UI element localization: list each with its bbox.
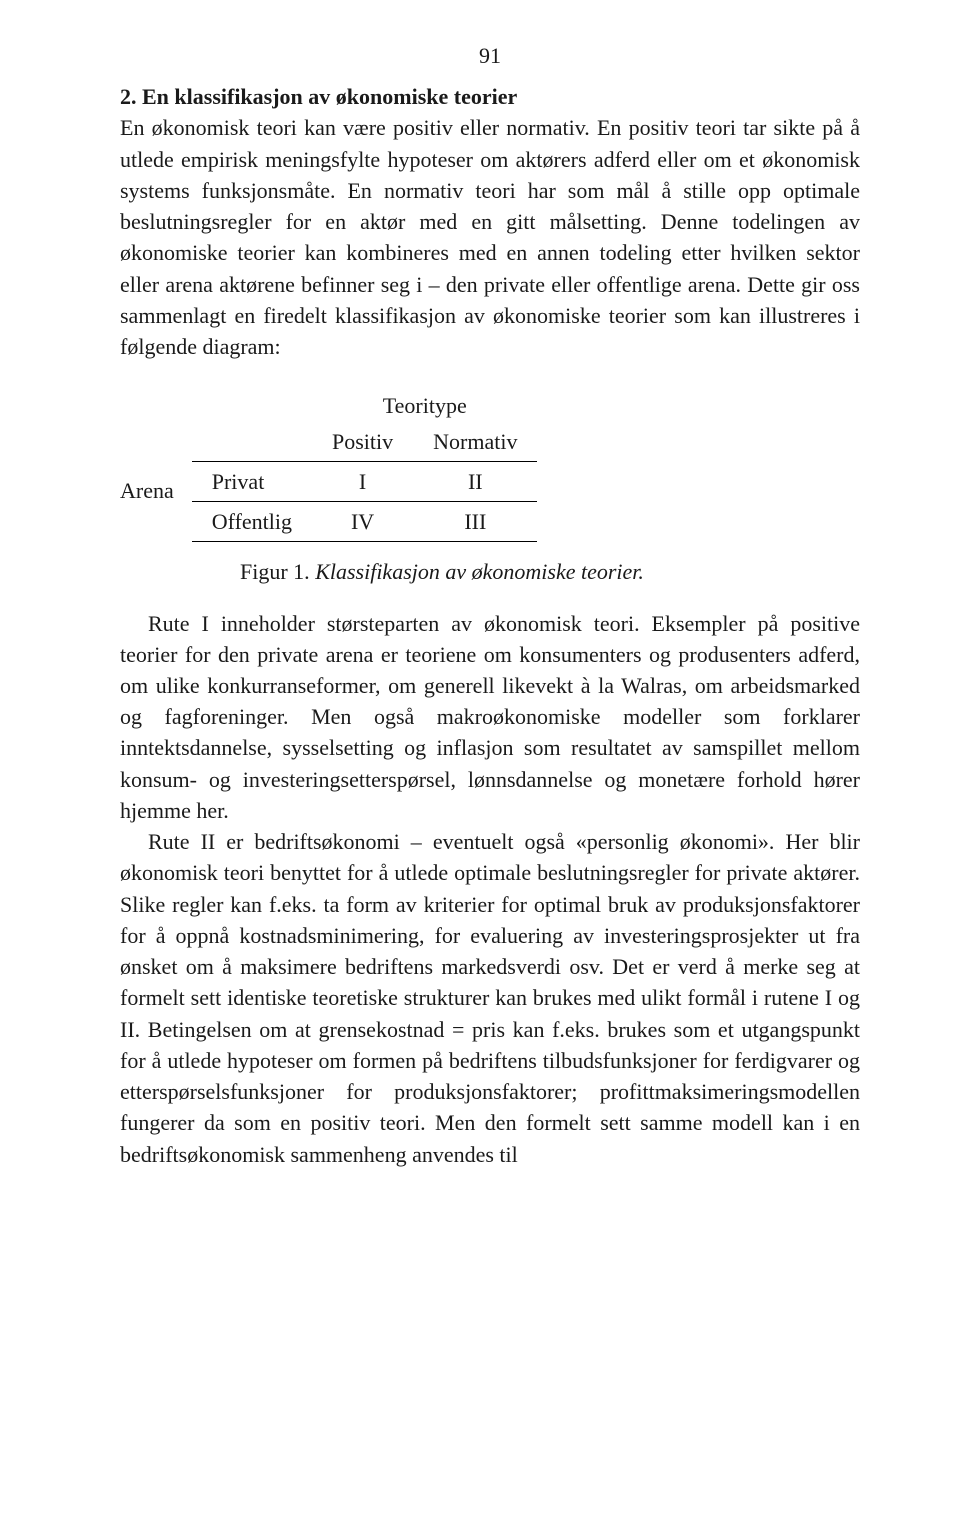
table-header-empty bbox=[192, 422, 312, 462]
table-supertitle: Teoritype bbox=[312, 386, 537, 421]
table-row2-col2: III bbox=[413, 502, 537, 542]
paragraph-1-text: En økonomisk teori kan være positiv elle… bbox=[120, 115, 860, 359]
document-page: 91 2. En klassifikasjon av økonomiske te… bbox=[0, 0, 960, 1534]
figure-caption: Figur 1. Klassifikasjon av økonomiske te… bbox=[240, 556, 860, 587]
section-title: 2. En klassifikasjon av økonomiske teori… bbox=[120, 84, 517, 109]
table-row1-col1: I bbox=[312, 461, 413, 501]
table-row1-col2: II bbox=[413, 461, 537, 501]
table-header-positiv: Positiv bbox=[312, 422, 413, 462]
table-row1-label: Privat bbox=[192, 461, 312, 501]
section-heading-paragraph: 2. En klassifikasjon av økonomiske teori… bbox=[120, 81, 860, 362]
table-row2-col1: IV bbox=[312, 502, 413, 542]
table-spacer-cell bbox=[192, 386, 312, 421]
paragraph-3: Rute II er bedriftsøkonomi – eventuelt o… bbox=[120, 826, 860, 1170]
figure-label: Figur 1. bbox=[240, 559, 310, 584]
classification-table: Teoritype Positiv Normativ Privat I II O… bbox=[192, 386, 538, 542]
table-row2-label: Offentlig bbox=[192, 502, 312, 542]
page-number: 91 bbox=[120, 40, 860, 71]
classification-table-wrap: Arena Teoritype Positiv Normativ Privat … bbox=[120, 386, 860, 542]
arena-row-label: Arena bbox=[120, 423, 192, 506]
figure-title: Klassifikasjon av økonomiske teorier. bbox=[310, 559, 644, 584]
paragraph-2: Rute I inneholder størsteparten av økono… bbox=[120, 608, 860, 827]
table-header-normativ: Normativ bbox=[413, 422, 537, 462]
